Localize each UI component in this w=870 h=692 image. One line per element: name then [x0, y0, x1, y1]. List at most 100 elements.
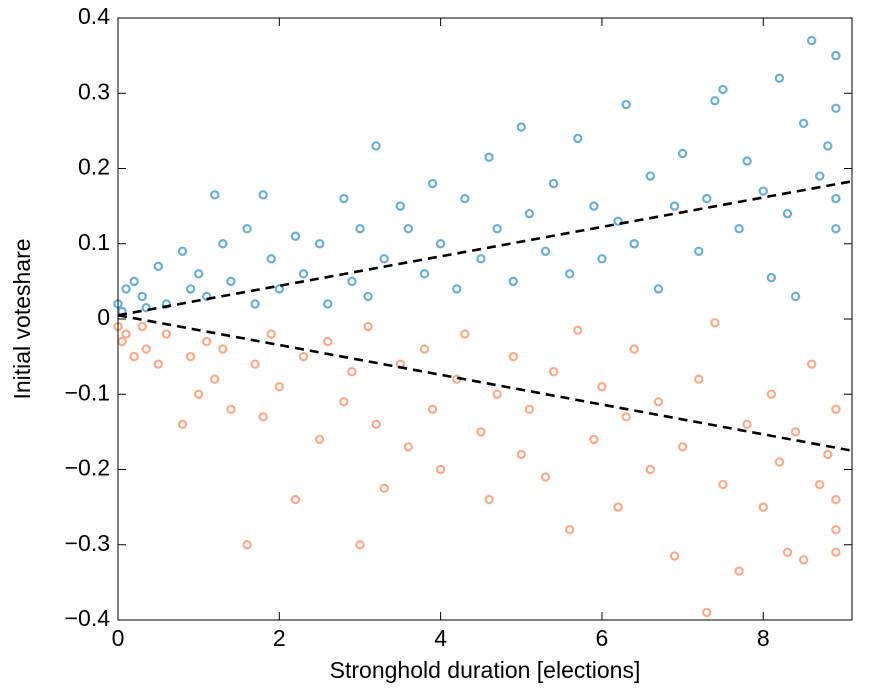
y-tick-label: −0.3: [65, 530, 110, 556]
scatter-point: [379, 254, 389, 264]
data-layer: [113, 35, 853, 618]
scatter-point: [790, 427, 801, 437]
y-tick-label: 0.3: [78, 78, 110, 104]
scatter-point: [597, 382, 607, 392]
scatter-point: [274, 382, 285, 392]
scatter-point: [831, 404, 841, 414]
scatter-point: [564, 525, 575, 535]
scatter-point: [669, 201, 680, 211]
scatter-point: [742, 156, 752, 166]
x-tick-label: 6: [596, 625, 609, 651]
scatter-point: [460, 329, 470, 339]
scatter-point: [516, 122, 526, 132]
fit-line: [117, 180, 853, 317]
scatter-point: [831, 223, 841, 234]
scatter-point: [694, 246, 704, 256]
scatter-point: [419, 269, 430, 279]
scatter-point: [540, 246, 551, 256]
x-tick-label: 8: [757, 625, 770, 651]
scatter-point: [734, 566, 744, 576]
scatter-point: [540, 472, 551, 482]
scatter-point: [645, 171, 656, 181]
scatter-point: [460, 193, 470, 204]
y-tick-label: −0.4: [65, 605, 111, 631]
scatter-point: [710, 96, 720, 106]
scatter-point: [621, 99, 631, 110]
scatter-point: [766, 272, 777, 283]
scatter-point: [161, 329, 172, 339]
scatter-point: [218, 344, 228, 354]
x-tick-label: 4: [434, 625, 447, 651]
scatter-point: [137, 291, 147, 302]
scatter-point: [379, 483, 389, 494]
y-axis-label: Initial voteshare: [9, 238, 35, 399]
y-tick-label: 0: [97, 304, 110, 330]
scatter-point: [363, 321, 373, 332]
scatter-point: [242, 540, 252, 550]
scatter-point: [548, 366, 559, 377]
scatter-point: [193, 269, 204, 279]
scatter-point: [177, 419, 188, 430]
scatter-point: [137, 321, 147, 332]
scatter-point: [806, 35, 817, 46]
scatter-point: [766, 389, 777, 399]
scatter-point: [621, 412, 631, 422]
scatter-point: [427, 178, 438, 189]
scatter-point: [831, 525, 841, 535]
scatter-point: [355, 223, 365, 234]
scatter-point: [629, 344, 639, 354]
scatter-point: [129, 351, 139, 362]
scatter-point: [645, 464, 656, 475]
scatter-point: [290, 494, 301, 505]
scatter-point: [758, 186, 768, 196]
scatter-point: [210, 374, 220, 384]
scatter-point: [573, 325, 583, 335]
scatter-point: [831, 547, 841, 557]
scatter-point: [226, 404, 236, 414]
scatter-point: [141, 344, 151, 354]
scatter-point: [798, 555, 809, 565]
scatter-point: [589, 201, 599, 211]
y-tick-label: 0.1: [78, 229, 110, 255]
scatter-point: [258, 412, 268, 422]
fit-line: [117, 313, 853, 452]
x-axis-label: Stronghold duration [elections]: [330, 657, 641, 683]
scatter-point: [403, 223, 414, 234]
scatter-point: [790, 291, 801, 302]
scatter-point: [193, 389, 204, 399]
scatter-point: [492, 389, 502, 399]
scatter-point: [653, 284, 664, 294]
scatter-point: [395, 201, 406, 211]
scatter-point: [355, 540, 365, 550]
scatter-point: [782, 547, 793, 557]
scatter-point: [831, 193, 841, 204]
scatter-point: [363, 291, 373, 302]
scatter-point: [298, 351, 309, 362]
scatter-point: [613, 216, 623, 226]
scatter-point: [419, 344, 430, 354]
scatter-point: [597, 254, 607, 264]
scatter-point: [141, 303, 151, 313]
scatter-point: [177, 246, 188, 256]
scatter-point: [831, 50, 841, 61]
y-tick-label: 0.4: [78, 3, 110, 29]
scatter-point: [734, 223, 744, 234]
scatter-point: [702, 607, 712, 618]
scatter-point: [718, 479, 728, 490]
scatter-point: [298, 269, 309, 279]
scatter-point: [452, 284, 462, 294]
scatter-point: [476, 254, 486, 264]
scatter-point: [677, 148, 688, 159]
x-tick-label: 0: [112, 625, 125, 651]
scatter-point: [782, 208, 793, 219]
plot-area: [118, 18, 852, 620]
scatter-point: [339, 193, 349, 204]
scatter-point: [371, 141, 381, 151]
scatter-point: [831, 494, 841, 505]
scatter-point: [347, 276, 357, 287]
scatter-point: [613, 502, 623, 512]
scatter-point: [250, 299, 260, 309]
scatter-point: [516, 449, 526, 460]
scatter-point: [710, 318, 720, 328]
scatter-point: [548, 178, 559, 189]
